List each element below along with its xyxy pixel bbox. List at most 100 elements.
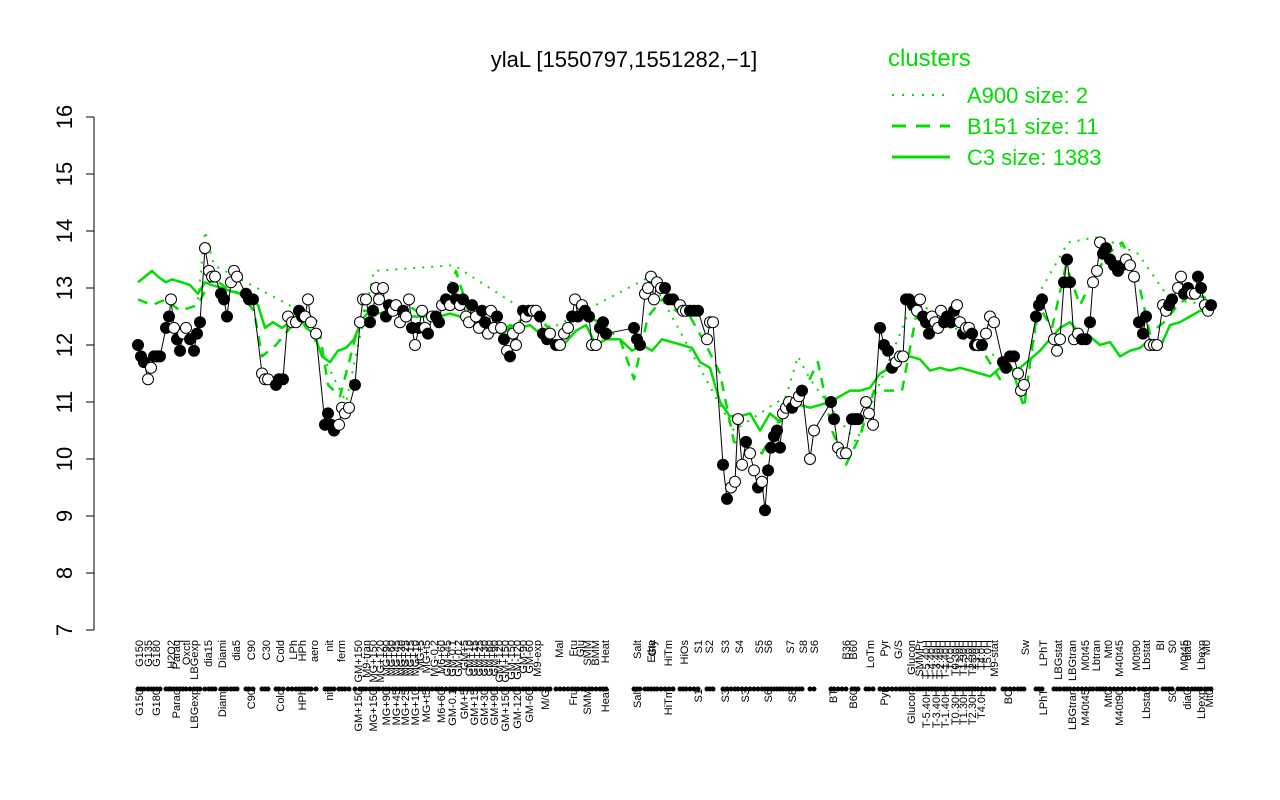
- x-label-top: dia5: [231, 640, 243, 661]
- x-label-bottom: Lbexp: [1196, 689, 1208, 719]
- x-label-bottom: Fru: [568, 689, 580, 706]
- x-label-top: MG+25: [400, 640, 412, 676]
- x-tick-dot: [910, 686, 916, 692]
- x-label-bottom: T1.30H: [958, 689, 970, 725]
- data-point: [400, 310, 412, 323]
- data-point: [1061, 253, 1073, 266]
- x-label-top: nit: [324, 640, 336, 652]
- x-label-top: GM-0.1: [447, 640, 459, 677]
- x-label-top: LBGexp: [189, 640, 201, 680]
- x-label-top: M9-stat: [989, 640, 1001, 677]
- data-point: [863, 407, 875, 420]
- data-point: [1205, 299, 1217, 312]
- data-point: [544, 327, 556, 340]
- x-label-top: GM-120: [512, 640, 524, 680]
- x-label-bottom: MG+90: [381, 689, 393, 725]
- x-tick-dot: [1131, 686, 1137, 692]
- data-point: [914, 293, 926, 306]
- x-label-top: GM-150: [506, 640, 518, 680]
- x-tick-dot: [1067, 686, 1073, 692]
- x-label-top: LoTm: [865, 640, 877, 668]
- data-point: [740, 435, 752, 448]
- y-tick-label: 7: [52, 624, 77, 636]
- x-label-top: GM+150: [353, 640, 365, 683]
- x-label-top: LBGstat: [1053, 640, 1065, 680]
- series-line-dashed: [137, 241, 1212, 466]
- point-connector-line: [137, 242, 1212, 511]
- x-tick-dot: [835, 686, 841, 692]
- data-point: [1080, 333, 1092, 346]
- data-point: [867, 418, 879, 431]
- x-label-top: T5.0H: [982, 640, 994, 670]
- x-label-bottom: LBGtran: [1067, 689, 1079, 730]
- x-tick-dot: [603, 686, 609, 692]
- x-label-top: Lbstat: [1141, 640, 1153, 670]
- x-tick-dot: [839, 686, 845, 692]
- x-label-top: S1: [693, 640, 705, 653]
- x-label-top: G180: [151, 640, 163, 667]
- x-label-bottom: Diami: [217, 689, 229, 717]
- x-tick-dot: [494, 686, 500, 692]
- x-label-top: T-3.40H: [931, 640, 943, 679]
- x-tick-dot: [1198, 686, 1204, 692]
- x-label-bottom: Mt0: [1204, 689, 1216, 707]
- x-label-top: S4: [734, 640, 746, 653]
- data-point: [1051, 344, 1063, 357]
- x-label-top: S6: [763, 640, 775, 653]
- x-label-bottom: M40t45: [1080, 689, 1092, 726]
- data-point: [1128, 270, 1140, 283]
- data-point: [860, 396, 872, 408]
- data-point: [491, 310, 503, 323]
- x-tick-dot: [1075, 686, 1081, 692]
- x-tick-dot: [565, 686, 571, 692]
- x-tick-dot: [547, 686, 553, 692]
- x-label-top: M0t45: [1080, 640, 1092, 671]
- x-label-bottom: T-3.40H: [931, 689, 943, 728]
- x-label-top: T4.0H: [976, 640, 988, 670]
- x-label-top: S3: [720, 640, 732, 653]
- x-label-top: BI: [1155, 640, 1167, 650]
- data-point: [1036, 293, 1048, 306]
- data-point: [762, 464, 774, 477]
- data-point: [840, 447, 852, 460]
- x-label-top: Paraq: [171, 640, 183, 669]
- x-tick-dot: [670, 686, 676, 692]
- x-tick-dot: [1111, 686, 1117, 692]
- x-tick-dot: [799, 686, 805, 692]
- data-point: [980, 327, 992, 340]
- x-label-bottom: MG+150: [368, 689, 380, 732]
- x-tick-dot: [276, 686, 282, 692]
- x-tick-dot: [1079, 686, 1085, 692]
- x-label-top: LPhT: [1038, 640, 1050, 667]
- data-point: [721, 492, 733, 505]
- x-tick-dot: [1011, 686, 1017, 692]
- x-label-top: MG+5: [415, 640, 427, 670]
- x-tick-dot: [1185, 686, 1191, 692]
- x-tick-dot: [735, 686, 741, 692]
- x-tick-dot: [202, 686, 208, 692]
- data-point: [1124, 259, 1136, 272]
- data-point: [194, 316, 206, 329]
- x-label-bottom: T4.0H: [976, 689, 988, 719]
- x-label-top: MG+15: [405, 640, 417, 676]
- data-point: [305, 316, 317, 329]
- x-label-top: Lbtran: [1091, 640, 1103, 671]
- data-point: [209, 270, 221, 283]
- data-point: [457, 293, 469, 306]
- data-point: [1137, 327, 1149, 340]
- data-point: [1175, 270, 1187, 283]
- data-point: [479, 316, 491, 329]
- x-label-bottom: T0.30H: [950, 689, 962, 725]
- x-label-top: Cold: [275, 640, 287, 663]
- y-tick-label: 12: [52, 333, 77, 357]
- x-label-top: HPh: [297, 640, 309, 661]
- data-point: [504, 350, 516, 363]
- x-tick-dot: [246, 686, 252, 692]
- x-tick-dot: [1103, 686, 1109, 692]
- x-tick-dot: [589, 686, 595, 692]
- data-point: [168, 321, 180, 334]
- data-point: [180, 321, 192, 334]
- x-tick-dot: [540, 686, 546, 692]
- data-point: [707, 316, 719, 329]
- x-label-bottom: MG+10: [410, 689, 422, 725]
